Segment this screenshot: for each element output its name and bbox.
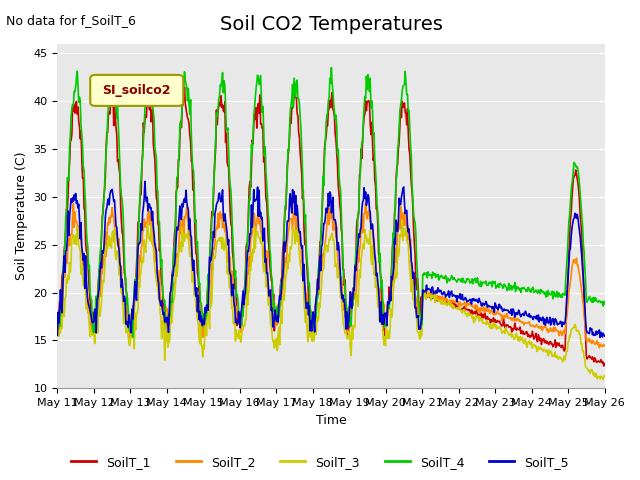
- SoilT_2: [120, 300, 127, 305]
- SoilT_3: [398, 217, 406, 223]
- SoilT_5: [601, 333, 609, 339]
- SoilT_2: [175, 236, 183, 241]
- SoilT_1: [54, 315, 61, 321]
- SoilT_4: [328, 65, 335, 71]
- SoilT_5: [141, 179, 148, 184]
- Line: SoilT_5: SoilT_5: [58, 181, 605, 337]
- SoilT_5: [596, 335, 604, 340]
- Line: SoilT_4: SoilT_4: [58, 68, 605, 337]
- Line: SoilT_3: SoilT_3: [58, 220, 605, 380]
- SoilT_2: [54, 319, 61, 325]
- SoilT_5: [205, 282, 212, 288]
- SoilT_2: [601, 343, 609, 348]
- SoilT_3: [599, 377, 607, 383]
- SoilT_4: [176, 121, 184, 127]
- SoilT_2: [398, 231, 406, 237]
- SoilT_4: [399, 84, 407, 89]
- SoilT_1: [175, 157, 183, 163]
- SoilT_4: [415, 300, 423, 306]
- SoilT_1: [205, 279, 212, 285]
- SoilT_5: [176, 203, 184, 209]
- SoilT_4: [63, 175, 71, 180]
- Title: Soil CO2 Temperatures: Soil CO2 Temperatures: [220, 15, 442, 34]
- SoilT_5: [414, 313, 422, 319]
- Text: No data for f_SoilT_6: No data for f_SoilT_6: [6, 14, 136, 27]
- Legend: SoilT_1, SoilT_2, SoilT_3, SoilT_4, SoilT_5: SoilT_1, SoilT_2, SoilT_3, SoilT_4, Soil…: [66, 451, 574, 474]
- SoilT_4: [120, 224, 127, 230]
- Y-axis label: Soil Temperature (C): Soil Temperature (C): [15, 152, 28, 280]
- SoilT_3: [54, 333, 61, 338]
- SoilT_2: [362, 200, 369, 206]
- SoilT_3: [397, 232, 405, 238]
- Line: SoilT_2: SoilT_2: [58, 203, 605, 348]
- SoilT_5: [398, 191, 406, 196]
- SoilT_1: [398, 98, 406, 104]
- SoilT_5: [63, 237, 71, 242]
- SoilT_1: [63, 208, 71, 214]
- SoilT_5: [120, 299, 127, 304]
- SoilT_5: [54, 332, 61, 338]
- SoilT_4: [129, 335, 136, 340]
- SoilT_2: [63, 260, 71, 266]
- SoilT_1: [601, 361, 609, 367]
- SoilT_3: [120, 321, 127, 326]
- SoilT_4: [54, 313, 61, 319]
- SoilT_3: [175, 246, 183, 252]
- SoilT_4: [601, 301, 609, 307]
- SoilT_1: [600, 363, 608, 369]
- FancyBboxPatch shape: [90, 75, 183, 106]
- SoilT_3: [63, 280, 71, 286]
- SoilT_4: [205, 284, 212, 290]
- SoilT_2: [595, 345, 603, 350]
- SoilT_2: [414, 311, 422, 317]
- SoilT_2: [204, 290, 212, 296]
- SoilT_3: [601, 372, 609, 378]
- SoilT_3: [204, 311, 212, 316]
- X-axis label: Time: Time: [316, 414, 346, 427]
- SoilT_1: [120, 251, 127, 256]
- SoilT_1: [414, 283, 422, 289]
- SoilT_1: [180, 84, 188, 90]
- Line: SoilT_1: SoilT_1: [58, 87, 605, 366]
- SoilT_3: [414, 329, 422, 335]
- Text: SI_soilco2: SI_soilco2: [102, 84, 171, 97]
